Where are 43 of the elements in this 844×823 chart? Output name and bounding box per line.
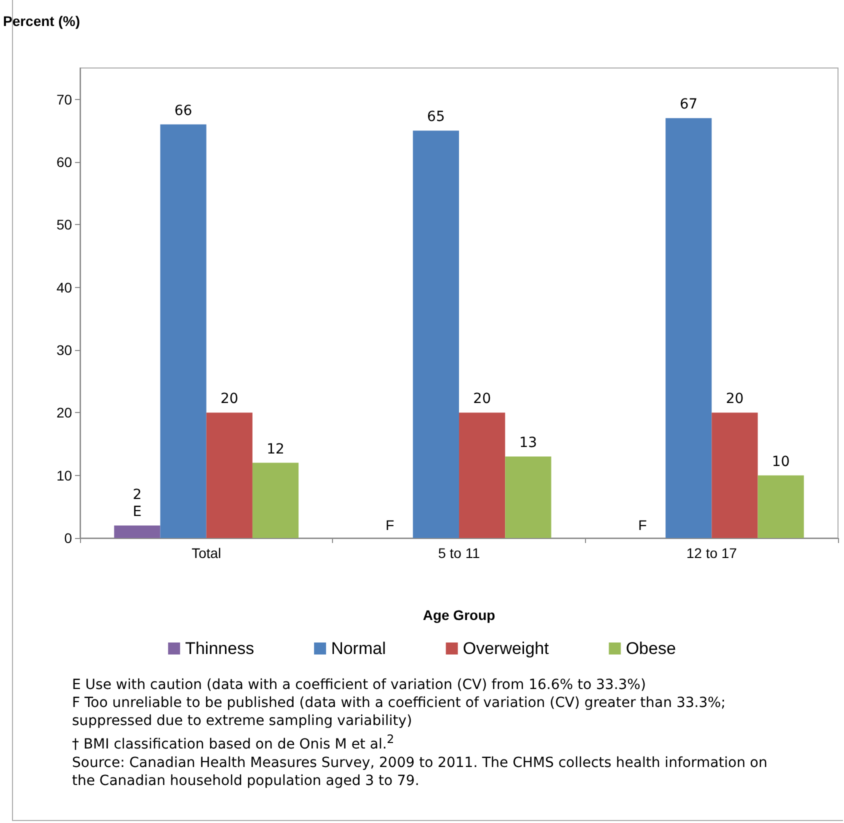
y-tick-label: 0 <box>64 530 72 546</box>
bar <box>712 412 758 538</box>
legend-label: Normal <box>331 639 386 658</box>
data-label: 10 <box>772 454 790 470</box>
text: F <box>386 517 394 533</box>
y-tick-label: 60 <box>56 154 72 170</box>
x-tick-label: 5 to 11 <box>438 545 480 561</box>
y-tick-label: 70 <box>56 91 72 108</box>
source-note: Source: Canadian Health Measures Survey, 2009 to 2011. The CHMS collects health information on the Canadian household population aged 3 to 79. <box>72 754 768 790</box>
x-axis-title: Age Group <box>422 607 496 623</box>
y-tick-label: 20 <box>56 404 72 421</box>
text: F Too unreliable to be published (data with a coefficient of variation (CV) greater than 33.3%; suppressed due to extreme sampling variability) <box>72 694 727 730</box>
data-label: 20 <box>726 391 744 408</box>
data-label: 2 E <box>132 486 142 520</box>
x-tick-label: Total <box>192 545 222 561</box>
bar <box>114 525 160 538</box>
legend-label: Obese <box>626 639 676 658</box>
data-label: 13 <box>519 435 538 452</box>
bar <box>459 412 506 538</box>
bar <box>505 456 552 538</box>
text: E Use with caution (data with a coefficient of variation (CV) from 16.6% to 33.3%) <box>72 676 647 694</box>
y-tick-label: 30 <box>56 342 72 358</box>
y-tick-label: 40 <box>56 279 72 296</box>
legend-label: Overweight <box>462 639 550 658</box>
bar <box>160 124 206 538</box>
data-label: 67 <box>680 96 698 113</box>
bar <box>206 412 252 538</box>
data-label: 20 <box>473 391 491 408</box>
bar <box>412 130 460 538</box>
data-label: 20 <box>220 391 238 408</box>
data-label: 66 <box>174 102 192 119</box>
bar <box>666 118 712 538</box>
bar <box>252 462 299 538</box>
text: † BMI classification based on de Onis M et al.$^{2}$ <box>72 731 396 754</box>
y-axis-title: Percent (%) <box>2 13 80 29</box>
data-label: 65 <box>427 109 445 126</box>
data-label: 12 <box>266 441 284 458</box>
x-tick-label: 12 to 17 <box>686 545 738 561</box>
legend-label: Thinness <box>185 639 254 658</box>
y-tick-label: 50 <box>56 216 72 233</box>
bar <box>758 475 804 538</box>
text: F <box>638 517 647 533</box>
y-tick-label: 10 <box>56 467 72 484</box>
